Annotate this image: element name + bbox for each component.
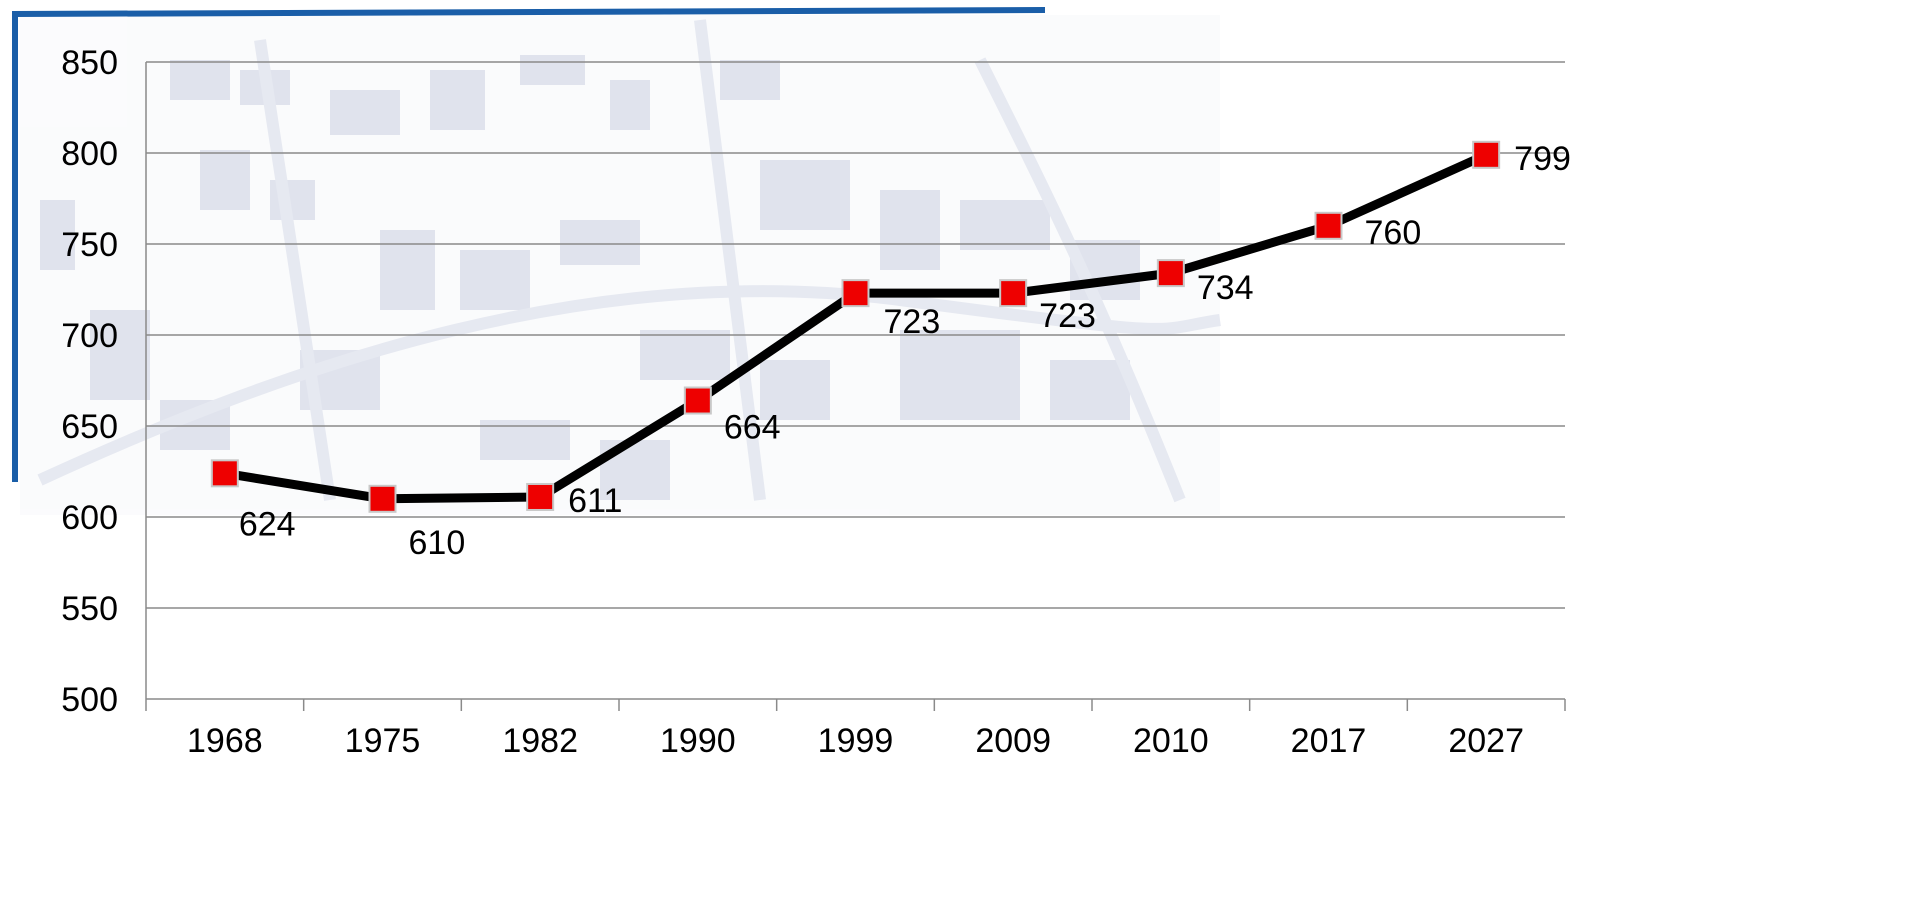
data-label: 624 (239, 505, 296, 543)
y-axis-ticks: 500 550 600 650 700 750 800 850 (61, 44, 118, 719)
y-tick-label: 850 (61, 44, 118, 82)
data-label: 723 (1039, 297, 1096, 335)
x-axis-ticks: 1968 1975 1982 1990 1999 2009 2010 2017 2027 (187, 722, 1524, 760)
data-point-marker (683, 386, 712, 415)
data-point-marker (841, 279, 870, 308)
data-point-marker (1314, 211, 1343, 240)
x-tick-label: 2017 (1291, 722, 1367, 760)
x-tick-label: 2009 (975, 722, 1051, 760)
y-tick-label: 650 (61, 408, 118, 446)
data-point-marker (999, 279, 1028, 308)
data-point-marker (368, 484, 397, 513)
background-map (20, 15, 1221, 515)
data-labels: 624 610 611 664 723 723 734 760 799 (239, 140, 1571, 562)
x-tick-label: 2010 (1133, 722, 1209, 760)
frame-corner (12, 7, 1046, 482)
y-tick-label: 700 (61, 317, 118, 355)
y-tick-label: 750 (61, 226, 118, 264)
data-label: 611 (568, 482, 622, 520)
x-tick-label: 1975 (345, 722, 421, 760)
data-point-marker (210, 459, 239, 488)
x-tick-label: 1982 (502, 722, 578, 760)
data-label: 760 (1365, 214, 1422, 252)
y-tick-label: 500 (61, 681, 118, 719)
data-point-marker (526, 482, 555, 511)
data-point-marker (1156, 259, 1185, 288)
gridlines (146, 61, 1565, 609)
data-point-marker (1472, 140, 1501, 169)
data-label: 664 (724, 409, 781, 447)
data-label: 734 (1197, 269, 1254, 307)
x-tick-label: 1999 (818, 722, 894, 760)
y-tick-label: 550 (61, 590, 118, 628)
x-tick-label: 1968 (187, 722, 263, 760)
data-label: 799 (1514, 140, 1571, 178)
x-tick-label: 1990 (660, 722, 736, 760)
data-label: 610 (409, 524, 466, 562)
axes (145, 62, 1566, 711)
data-markers (210, 140, 1501, 513)
x-tick-label: 2027 (1448, 722, 1524, 760)
y-tick-label: 800 (61, 135, 118, 173)
y-tick-label: 600 (61, 499, 118, 537)
data-label: 723 (884, 303, 941, 341)
